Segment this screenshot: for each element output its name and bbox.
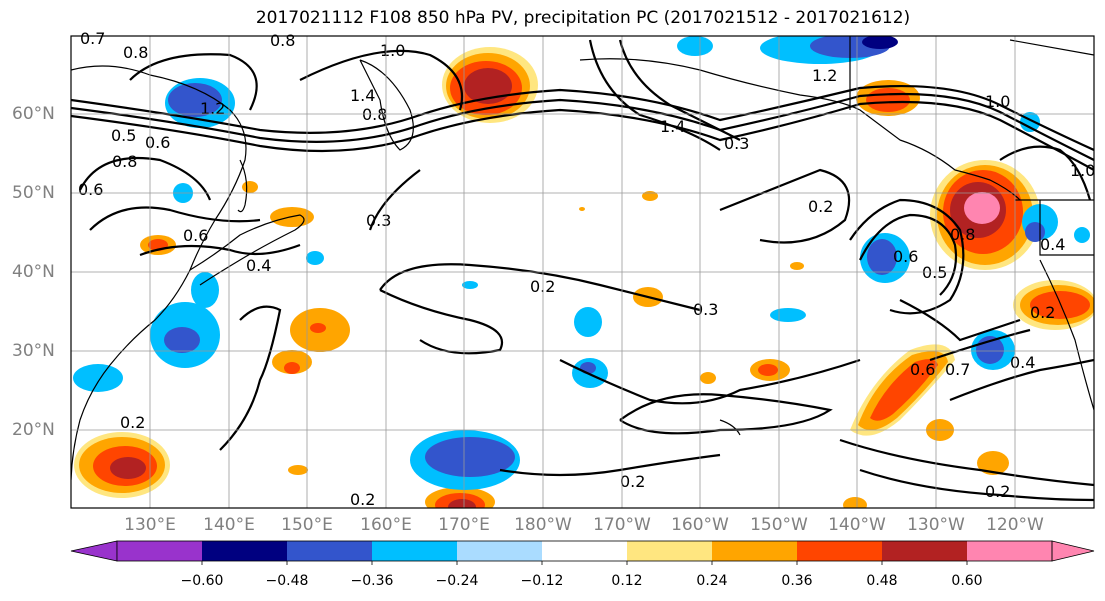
colorbar-tick-label: 0.36 [781, 573, 813, 589]
contour-label: 1.4 [660, 117, 685, 136]
lon-label: 170°W [593, 515, 651, 535]
contour-label: 0.2 [985, 482, 1010, 501]
contour-label: 1.2 [200, 99, 225, 118]
colorbar-tick-label: −0.12 [520, 573, 564, 589]
lat-label: 40°N [12, 262, 55, 282]
coastlines [71, 36, 1094, 481]
map-frame [70, 35, 1095, 509]
contour-label: 0.3 [693, 300, 718, 319]
colorbar-tick-label: −0.60 [180, 573, 224, 589]
contour-label: 0.6 [78, 180, 103, 199]
contour-label: 0.5 [111, 126, 136, 145]
contour-label: 0.2 [1030, 303, 1055, 322]
lon-label: 150°E [281, 515, 333, 535]
contour-label: 1.4 [350, 86, 375, 105]
gridlines [71, 36, 1094, 508]
colorbar-segment [202, 541, 287, 561]
pv-contours [71, 39, 1094, 502]
lon-label: 150°W [750, 515, 808, 535]
contour-label: 0.2 [350, 490, 375, 509]
lat-label: 60°N [12, 104, 55, 124]
lon-label: 120°W [986, 515, 1044, 535]
colorbar-segment [372, 541, 457, 561]
contour-label: 0.4 [1010, 353, 1035, 372]
colorbar-segment [967, 541, 1052, 561]
contour-label: 0.4 [246, 256, 271, 275]
contour-label: 0.8 [112, 152, 137, 171]
contour-label: 0.3 [366, 211, 391, 230]
precip-shading [73, 36, 1094, 508]
contour-label: 0.6 [893, 247, 918, 266]
lat-label: 20°N [12, 420, 55, 440]
colorbar-extend-high [1051, 540, 1095, 562]
contour-label: 0.6 [183, 226, 208, 245]
lon-label: 160°E [360, 515, 412, 535]
lat-label: 50°N [12, 183, 55, 203]
colorbar-extend-low [70, 540, 118, 562]
colorbar-segment [712, 541, 797, 561]
contour-label: 0.8 [123, 43, 148, 62]
contour-label: 0.5 [922, 263, 947, 282]
colorbar-tick-label: 0.48 [866, 573, 898, 589]
contour-label: 0.8 [950, 225, 975, 244]
contour-label: 1.0 [985, 92, 1010, 111]
contour-label: 0.4 [1040, 235, 1065, 254]
colorbar-segment [797, 541, 882, 561]
colorbar-tick-label: −0.48 [265, 573, 309, 589]
contour-label: 1.2 [812, 66, 837, 85]
contour-label: 1.0 [1070, 161, 1095, 180]
map-title: 2017021112 F108 850 hPa PV, precipitatio… [255, 8, 911, 28]
contour-label: 0.2 [808, 197, 833, 216]
lat-label: 30°N [12, 341, 55, 361]
colorbar-tick-label: −0.24 [435, 573, 479, 589]
colorbar-segment [117, 541, 202, 561]
colorbar-tick-label: 0.60 [951, 573, 983, 589]
colorbar-segment [627, 541, 712, 561]
colorbar-segment [882, 541, 967, 561]
contour-label: 0.3 [724, 134, 749, 153]
colorbar-tick-label: 0.12 [611, 573, 643, 589]
lon-label: 180°W [514, 515, 572, 535]
contour-labels: 0.7 0.8 0.8 1.0 1.2 1.4 0.8 0.5 0.6 0.8 … [78, 29, 1095, 509]
colorbar-segment [287, 541, 372, 561]
colorbar-tick-label: 0.24 [696, 573, 728, 589]
colorbar-segment [457, 541, 542, 561]
contour-label: 1.0 [380, 41, 405, 60]
contour-label: 0.2 [620, 472, 645, 491]
lon-label: 130°E [124, 515, 176, 535]
lon-label: 170°E [438, 515, 490, 535]
lon-label: 160°W [671, 515, 729, 535]
contour-label: 0.6 [145, 133, 170, 152]
lon-label: 130°W [907, 515, 965, 535]
lon-label: 140°W [828, 515, 886, 535]
lon-label: 140°E [203, 515, 255, 535]
contour-label: 0.6 [910, 360, 935, 379]
contour-label: 0.8 [362, 105, 387, 124]
colorbar-segment [542, 541, 627, 561]
contour-label: 0.7 [80, 29, 105, 48]
contour-label: 0.7 [945, 360, 970, 379]
colorbar [70, 540, 1095, 565]
colorbar-tick-label: −0.36 [350, 573, 394, 589]
contour-label: 0.2 [120, 413, 145, 432]
contour-label: 0.8 [270, 31, 295, 50]
